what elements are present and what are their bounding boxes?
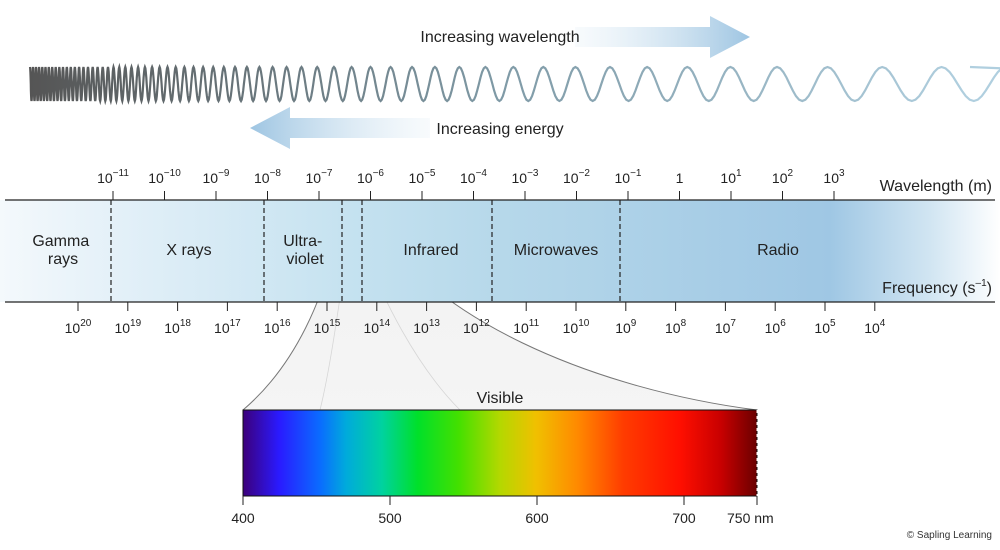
region-x-rays: X rays [166, 242, 211, 259]
wavelength-tick-label: 10−4 [460, 168, 487, 186]
frequency-tick-label: 105 [814, 318, 836, 336]
visible-tick-label: 400 [231, 510, 255, 526]
increasing-energy-arrow-icon [250, 107, 430, 149]
wavelength-tick-label: 10−9 [203, 168, 230, 186]
frequency-tick-label: 1011 [513, 318, 539, 336]
region-microwaves: Microwaves [514, 242, 598, 259]
wavelength-tick-label: 1 [676, 170, 684, 186]
increasing-energy-label: Increasing energy [436, 121, 563, 138]
spectrum-band [0, 200, 1000, 302]
visible-tick-label: 700 [672, 510, 696, 526]
region-ultraviolet: Ultra- violet [283, 233, 327, 268]
wavelength-ticks: 10−11 10−10 10−9 10−8 10−7 10−6 10−5 10−4 10−3 10… [97, 168, 845, 200]
frequency-tick-label: 1010 [563, 318, 590, 336]
region-gamma-rays: Gamma rays [32, 233, 93, 268]
wavelength-axis-title: Wavelength (m) [880, 178, 992, 195]
copyright: © Sapling Learning [907, 530, 992, 541]
visible-title: Visible [477, 390, 524, 407]
frequency-tick-label: 1017 [214, 318, 241, 336]
frequency-tick-label: 1019 [114, 318, 141, 336]
wave-illustration [28, 62, 1000, 106]
frequency-tick-label: 109 [615, 318, 637, 336]
frequency-tick-label: 1018 [164, 318, 191, 336]
wavelength-tick-label: 102 [772, 168, 794, 186]
wavelength-tick-label: 10−11 [97, 168, 129, 186]
frequency-tick-label: 1020 [65, 318, 92, 336]
visible-tick-label: 500 [378, 510, 402, 526]
wavelength-tick-label: 10−6 [357, 168, 384, 186]
wavelength-tick-label: 10−8 [254, 168, 281, 186]
frequency-tick-label: 108 [665, 318, 687, 336]
wavelength-tick-label: 10−10 [148, 168, 181, 186]
frequency-ticks: 1020 1019 1018 1017 1016 1015 1014 1013 1012 1011… [65, 302, 886, 336]
frequency-axis-title: Frequency (s–1) [882, 278, 992, 297]
wavelength-tick-label: 10−5 [409, 168, 436, 186]
visible-spectrum-bar [242, 409, 758, 497]
increasing-wavelength-label: Increasing wavelength [420, 29, 579, 46]
wavelength-tick-label: 10−7 [306, 168, 333, 186]
frequency-tick-label: 1015 [314, 318, 341, 336]
frequency-tick-label: 1012 [463, 318, 490, 336]
region-infrared: Infrared [403, 242, 458, 259]
wavelength-tick-label: 10−1 [615, 168, 642, 186]
region-radio: Radio [757, 242, 799, 259]
wavelength-tick-label: 103 [823, 168, 845, 186]
visible-ticks: 400 500 600 700 750 nm [231, 496, 774, 526]
frequency-tick-label: 1014 [363, 318, 390, 336]
frequency-tick-label: 107 [715, 318, 737, 336]
frequency-tick-label: 106 [765, 318, 787, 336]
frequency-tick-label: 1016 [264, 318, 291, 336]
wavelength-tick-label: 10−2 [563, 168, 590, 186]
wavelength-tick-label: 10−3 [512, 168, 539, 186]
visible-tick-label: 750 nm [727, 510, 774, 526]
wavelength-tick-label: 101 [720, 168, 742, 186]
increasing-wavelength-arrow-icon [575, 16, 750, 58]
frequency-tick-label: 104 [864, 318, 886, 336]
visible-tick-label: 600 [525, 510, 549, 526]
frequency-tick-label: 1013 [413, 318, 440, 336]
region-dividers [110, 200, 621, 302]
